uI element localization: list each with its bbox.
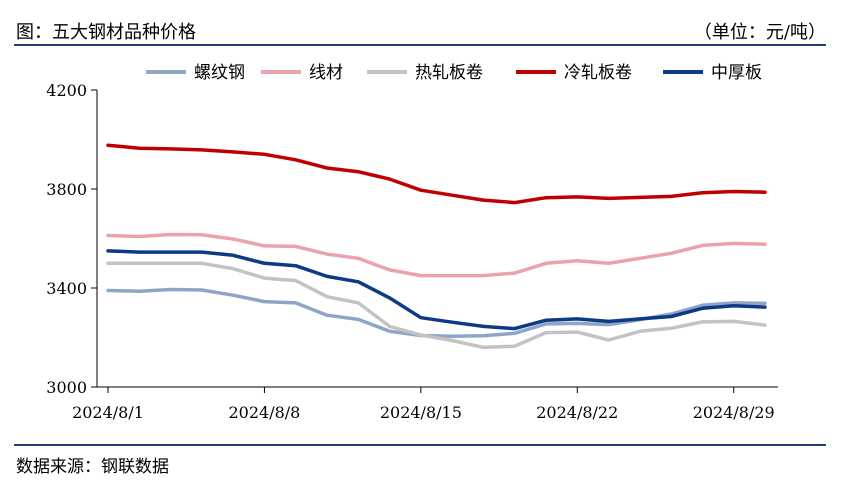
x-tick-label: 2024/8/22 [536, 403, 618, 422]
legend-item-cold_rolled: 冷轧板卷 [516, 63, 632, 83]
x-tick-label: 2024/8/8 [228, 403, 300, 422]
legend-label: 冷轧板卷 [564, 63, 632, 83]
legend-item-hot_rolled: 热轧板卷 [367, 63, 483, 83]
y-tick-label: 3800 [46, 180, 87, 199]
legend-label: 热轧板卷 [415, 63, 483, 83]
series-line-wire [106, 232, 767, 278]
x-tick-label: 2024/8/1 [72, 403, 144, 422]
legend-item-plate: 中厚板 [663, 63, 762, 83]
y-tick-label: 4200 [46, 81, 87, 100]
series-line-hot_rolled [106, 261, 767, 350]
header-rule [14, 44, 826, 46]
x-tick-label: 2024/8/15 [380, 403, 462, 422]
legend-label: 螺纹钢 [194, 63, 245, 83]
chart-title: 图：五大钢材品种价格 [16, 22, 196, 43]
footer-rule [14, 444, 826, 446]
series-line-cold_rolled [106, 143, 767, 205]
x-tick-label: 2024/8/29 [693, 403, 775, 422]
y-tick-label: 3400 [46, 279, 87, 298]
unit-label: （单位：元/吨） [693, 22, 826, 43]
y-tick-label: 3000 [46, 378, 87, 397]
legend-label: 线材 [309, 63, 343, 83]
data-source: 数据来源：钢联数据 [16, 457, 169, 477]
legend-item-rebar: 螺纹钢 [146, 63, 245, 83]
legend-label: 中厚板 [711, 63, 762, 83]
series-line-plate [106, 249, 767, 331]
price-line-chart: 3000 3400 3800 4200 2024/8/1 2024/8/8 2024/8/1… [46, 63, 778, 422]
legend-item-wire: 线材 [261, 63, 343, 83]
